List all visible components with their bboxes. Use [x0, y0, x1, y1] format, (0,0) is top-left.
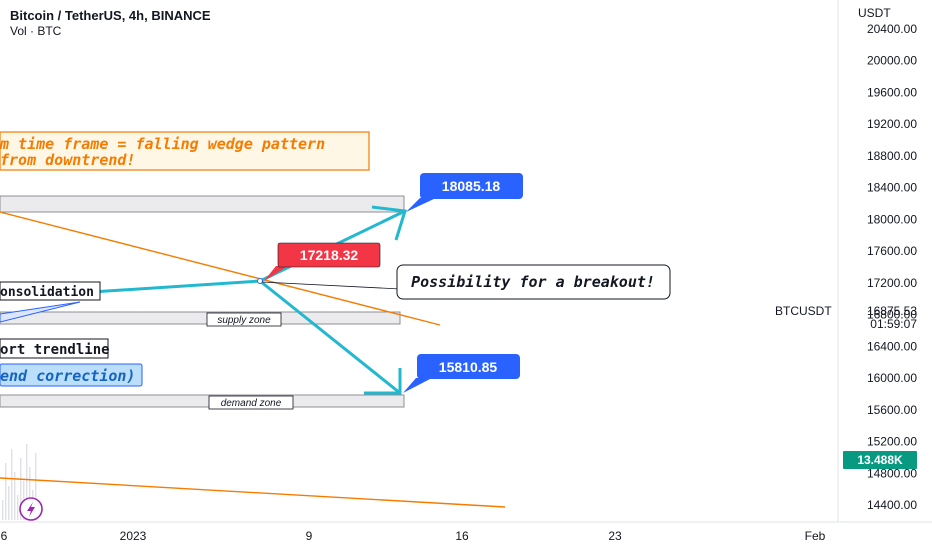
y-tick-label: 19600.00	[867, 85, 917, 99]
y-tick-label: 14800.00	[867, 466, 917, 480]
pivot-point	[257, 278, 263, 284]
volume-bar	[17, 495, 19, 520]
arrow-down-head	[364, 368, 402, 395]
target-up-box	[420, 173, 523, 199]
y-tick-label: 20000.00	[867, 54, 917, 68]
volume-value-label: 13.488K	[857, 453, 903, 467]
support-trendline-box	[0, 338, 109, 359]
support-trendline-label: ort trendline	[0, 342, 110, 358]
demand-zone-label: demand zone	[221, 398, 282, 409]
chart-header: Bitcoin / TetherUS, 4h, BINANCE Vol · BT…	[10, 8, 211, 38]
target-up-pointer	[406, 198, 436, 212]
y-tick-label: 19200.00	[867, 117, 917, 131]
demand-zone-box	[0, 394, 405, 408]
pattern-note-line-2: from downtrend!	[0, 151, 135, 169]
y-tick-label: 16000.00	[867, 371, 917, 385]
volume-bar	[35, 453, 37, 520]
breakout-callout-pointer	[261, 281, 401, 290]
volume-bar	[26, 444, 28, 520]
symbol-axis-label: BTCUSDT	[775, 304, 832, 318]
y-tick-label: 16400.00	[867, 339, 917, 353]
y-tick-label: 16800.00	[867, 308, 917, 322]
y-tick-label: 18400.00	[867, 181, 917, 195]
wedge-upper-trendline	[0, 211, 441, 326]
volume-bar	[8, 486, 10, 520]
consolidation-label: onsolidation	[0, 285, 94, 300]
breakout-callout-box	[396, 264, 671, 300]
breakout-callout-text: Possibility for a breakout!	[411, 273, 655, 291]
volume-bar	[2, 500, 4, 520]
trend-correction-box	[0, 363, 143, 387]
upper-zone-box	[0, 195, 405, 213]
target-down-box	[417, 354, 520, 379]
volume-indicator-label[interactable]: Vol · BTC	[10, 24, 62, 38]
volume-bar	[14, 472, 16, 520]
volume-bar	[20, 458, 22, 520]
supply-zone-box	[0, 311, 401, 325]
x-tick-label: 2023	[120, 529, 147, 543]
arrow-up-head	[371, 205, 407, 241]
demand-zone-tag	[208, 395, 294, 410]
x-tick-label: 6	[1, 529, 8, 543]
volume-bar	[29, 467, 31, 520]
x-tick-label: 9	[306, 529, 313, 543]
y-tick-label: 20400.00	[867, 22, 917, 36]
y-tick-label: 18800.00	[867, 149, 917, 163]
pattern-note-line-1: m time frame = falling wedge pattern	[0, 135, 325, 153]
y-tick-label: 17600.00	[867, 244, 917, 258]
volume-bar	[11, 449, 13, 520]
y-tick-label: 17200.00	[867, 276, 917, 290]
last-price-label: 16875.53	[867, 304, 917, 318]
symbol-title[interactable]: Bitcoin / TetherUS, 4h, BINANCE	[10, 8, 211, 23]
volume-value-badge	[843, 451, 917, 469]
pivot-price-label: 17218.32	[300, 247, 359, 263]
consolidation-box	[0, 281, 101, 301]
x-tick-label: 16	[455, 529, 469, 543]
supply-zone-label: supply zone	[217, 315, 271, 326]
y-tick-label: 15600.00	[867, 403, 917, 417]
pivot-price-pointer	[264, 266, 288, 281]
target-up-label: 18085.18	[442, 178, 501, 194]
y-tick-label: 15200.00	[867, 435, 917, 449]
pattern-note-box	[0, 131, 370, 171]
mini-wedge-drawing	[0, 301, 81, 323]
x-tick-label: Feb	[805, 529, 826, 543]
lightning-icon	[27, 502, 35, 517]
target-down-label: 15810.85	[439, 359, 498, 375]
volume-bar	[5, 463, 7, 520]
x-tick-label: 23	[608, 529, 622, 543]
supply-zone-tag	[206, 312, 282, 327]
pivot-price-box	[277, 242, 381, 268]
bar-countdown-label: 01:59:07	[870, 317, 917, 331]
price-axis-currency: USDT	[858, 6, 891, 20]
wedge-lower-trendline	[0, 477, 506, 508]
y-tick-label: 18000.00	[867, 212, 917, 226]
trend-correction-label: end correction)	[0, 367, 135, 385]
target-down-pointer	[403, 378, 432, 393]
projection-down-path	[259, 279, 401, 395]
y-tick-label: 14400.00	[867, 498, 917, 512]
